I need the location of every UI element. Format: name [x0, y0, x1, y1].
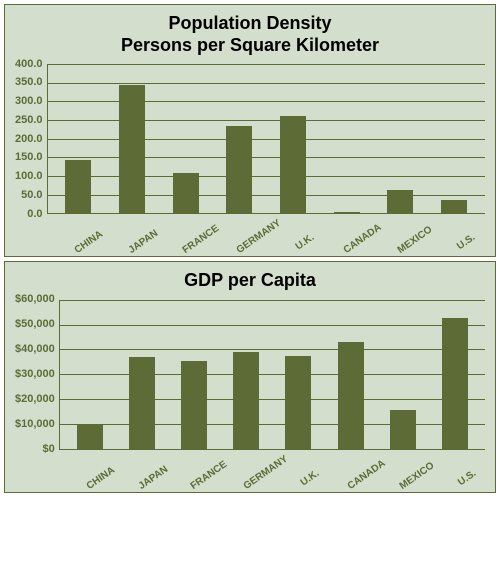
x-tick-label: FRANCE: [189, 468, 217, 492]
y-tick-label: 0.0: [27, 209, 42, 220]
y-tick-label: 50.0: [21, 190, 42, 201]
y-axis: 400.0 350.0 300.0 250.0 200.0 150.0 100.0 50.0 0…: [15, 59, 47, 220]
gridline: [48, 195, 485, 196]
bar: [441, 200, 467, 213]
x-tick-label: U.K.: [294, 468, 322, 492]
x-tick-label: U.S.: [450, 232, 478, 256]
gridline: [60, 399, 485, 400]
y-tick-label: 150.0: [15, 152, 43, 163]
gridline: [48, 157, 485, 158]
gridline: [60, 300, 485, 301]
bar: [387, 190, 413, 213]
bar: [442, 318, 468, 448]
chart-title-line: Population Density: [15, 13, 485, 35]
plot-region: [59, 300, 485, 450]
bar: [285, 356, 311, 449]
chart-panel-gdp: GDP per Capita $60,000 $50,000 $40,000 $30,0…: [4, 261, 496, 493]
y-tick-label: 400.0: [15, 59, 43, 70]
x-axis-labels: CHINAJAPANFRANCEGERMANYU.K.CANADAMEXICOU…: [59, 450, 485, 479]
chart-panel-density: Population DensityPersons per Square Kil…: [4, 4, 496, 257]
gridlines: [48, 64, 485, 213]
x-tick-label: MEXICO: [398, 468, 426, 492]
x-tick-label: GERMANY: [241, 468, 269, 492]
x-tick-label: JAPAN: [137, 468, 165, 492]
x-tick-label: U.K.: [288, 232, 316, 256]
x-tick-label: GERMANY: [235, 232, 263, 256]
y-tick-label: $10,000: [15, 419, 55, 430]
x-tick-label: CANADA: [346, 468, 374, 492]
gridlines: [60, 300, 485, 449]
y-tick-label: $0: [43, 444, 55, 455]
chart-area: 400.0350.0300.0250.0200.0150.0100.050.00…: [15, 64, 485, 250]
chart-area: $60,000$50,000$40,000$30,000$20,000$10,0…: [15, 300, 485, 486]
x-tick-label: JAPAN: [127, 232, 155, 256]
bar: [173, 173, 199, 213]
x-tick-label: CANADA: [342, 232, 370, 256]
x-axis: CHINAJAPANFRANCEGERMANYU.K.CANADAMEXICOU…: [59, 450, 485, 486]
x-tick-label: U.S.: [450, 468, 478, 492]
bar: [338, 342, 364, 449]
bar: [119, 85, 145, 214]
x-axis: CHINAJAPANFRANCEGERMANYU.K.CANADAMEXICOU…: [47, 214, 485, 250]
plot-wrap: CHINAJAPANFRANCEGERMANYU.K.CANADAMEXICOU…: [59, 300, 485, 486]
y-tick-label: $40,000: [15, 344, 55, 355]
y-tick-label: 250.0: [15, 115, 43, 126]
chart-title-line: Persons per Square Kilometer: [15, 35, 485, 57]
gridline: [48, 64, 485, 65]
gridline: [60, 424, 485, 425]
chart-title-line: GDP per Capita: [15, 270, 485, 292]
y-tick-label: 300.0: [15, 96, 43, 107]
gridline: [60, 374, 485, 375]
y-tick-label: 100.0: [15, 171, 43, 182]
bar: [77, 425, 103, 449]
x-tick-label: CHINA: [73, 232, 101, 256]
x-tick-label: FRANCE: [181, 232, 209, 256]
bar: [390, 410, 416, 448]
y-tick-label: $20,000: [15, 394, 55, 405]
y-tick-label: $60,000: [15, 294, 55, 305]
bar: [65, 160, 91, 213]
bar: [226, 126, 252, 214]
bar: [129, 357, 155, 449]
gridline: [48, 83, 485, 84]
bar: [280, 116, 306, 213]
bar: [233, 352, 259, 449]
y-tick-label: $50,000: [15, 319, 55, 330]
y-tick-label: 200.0: [15, 134, 43, 145]
chart-title: Population DensityPersons per Square Kil…: [15, 13, 485, 56]
bar: [334, 212, 360, 213]
x-tick-label: CHINA: [85, 468, 113, 492]
x-axis-labels: CHINAJAPANFRANCEGERMANYU.K.CANADAMEXICOU…: [47, 214, 485, 243]
y-tick-label: $30,000: [15, 369, 55, 380]
plot-wrap: CHINAJAPANFRANCEGERMANYU.K.CANADAMEXICOU…: [47, 64, 485, 250]
gridline: [48, 176, 485, 177]
y-axis: $60,000 $50,000 $40,000 $30,000 $20,000 $10,0…: [15, 294, 59, 455]
plot-region: [47, 64, 485, 214]
gridline: [60, 349, 485, 350]
gridline: [48, 139, 485, 140]
x-tick-label: MEXICO: [396, 232, 424, 256]
gridline: [48, 101, 485, 102]
bar: [181, 361, 207, 449]
y-tick-label: 350.0: [15, 77, 43, 88]
gridline: [48, 120, 485, 121]
gridline: [60, 325, 485, 326]
chart-title: GDP per Capita: [15, 270, 485, 292]
